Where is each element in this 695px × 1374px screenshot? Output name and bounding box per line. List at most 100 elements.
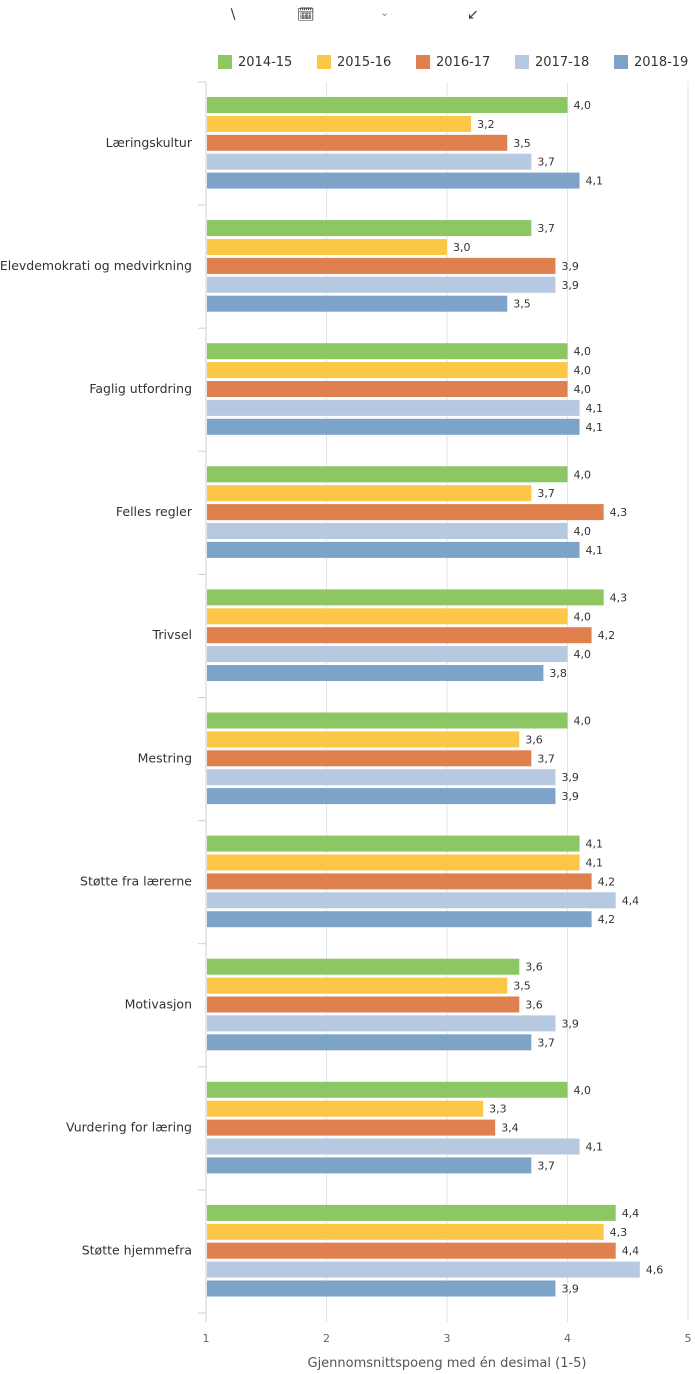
legend-item-2015-16[interactable]: 2015-16 [317, 50, 391, 74]
bar-2017-18-7 [207, 1015, 556, 1032]
value-label-2016-17-4: 4,2 [598, 629, 616, 642]
value-label-2016-17-9: 4,4 [622, 1245, 640, 1258]
value-label-2015-16-2: 4,0 [574, 364, 592, 377]
legend-label-2014-15: 2014-15 [238, 54, 293, 70]
category-label: Faglig utfordring [89, 381, 192, 396]
value-label-2017-18-9: 4,6 [646, 1264, 664, 1277]
value-label-2015-16-7: 3,5 [513, 980, 531, 993]
bar-2018-19-0 [207, 172, 580, 189]
value-label-2018-19-5: 3,9 [561, 790, 579, 803]
bar-2018-19-9 [207, 1280, 556, 1297]
bar-2016-17-8 [207, 1119, 496, 1136]
value-label-2017-18-5: 3,9 [561, 771, 579, 784]
value-label-2017-18-4: 4,0 [574, 648, 592, 661]
x-tick-label-5: 5 [685, 1332, 692, 1345]
bar-2015-16-9 [207, 1223, 604, 1240]
bar-2015-16-1 [207, 239, 447, 255]
bar-2016-17-7 [207, 996, 520, 1013]
bar-2014-15-0 [207, 97, 568, 113]
bar-2018-19-7 [207, 1034, 532, 1051]
x-axis-title: Gjennomsnittspoeng med én desimal (1-5) [308, 1356, 587, 1371]
legend-swatch-2018-19 [614, 55, 628, 69]
bar-2016-17-5 [207, 750, 532, 767]
chart-legend: 2014-15 2015-16 2016-17 2017-18 2018-19 [0, 50, 695, 74]
value-label-2018-19-3: 4,1 [586, 544, 604, 557]
category-label: Støtte fra lærerne [80, 873, 192, 888]
value-label-2017-18-8: 4,1 [586, 1141, 604, 1154]
legend-item-2017-18[interactable]: 2017-18 [515, 50, 589, 74]
bar-2015-16-7 [207, 977, 508, 994]
legend-swatch-2016-17 [416, 55, 430, 69]
value-label-2018-19-2: 4,1 [586, 421, 604, 434]
chevron-down-icon[interactable]: ⌄ [380, 6, 390, 19]
value-label-2018-19-6: 4,2 [598, 913, 616, 926]
bar-2017-18-0 [207, 153, 532, 170]
value-label-2014-15-1: 3,7 [537, 222, 555, 235]
value-label-2016-17-0: 3,5 [513, 137, 531, 150]
value-label-2015-16-0: 3,2 [477, 118, 495, 131]
bar-2018-19-2 [207, 418, 580, 435]
value-label-2018-19-8: 3,7 [537, 1159, 555, 1172]
legend-item-2018-19[interactable]: 2018-19 [614, 50, 688, 74]
bar-2018-19-8 [207, 1157, 532, 1174]
value-label-2014-15-8: 4,0 [574, 1084, 592, 1097]
legend-swatch-2015-16 [317, 55, 331, 69]
legend-swatch-2017-18 [515, 55, 529, 69]
category-label: Motivasjon [125, 997, 192, 1012]
value-label-2016-17-8: 3,4 [501, 1122, 519, 1135]
legend-label-2017-18: 2017-18 [535, 54, 590, 70]
value-label-2014-15-0: 4,0 [574, 99, 592, 112]
bar-2014-15-9 [207, 1204, 616, 1221]
bar-2015-16-0 [207, 115, 472, 132]
value-label-2014-15-3: 4,0 [574, 468, 592, 481]
bar-2018-19-4 [207, 665, 544, 681]
value-label-2014-15-6: 4,1 [586, 838, 604, 851]
bar-2014-15-6 [207, 835, 580, 852]
value-label-2015-16-6: 4,1 [586, 857, 604, 870]
value-label-2018-19-1: 3,5 [513, 298, 531, 311]
value-label-2016-17-5: 3,7 [537, 752, 555, 765]
value-label-2014-15-5: 4,0 [574, 715, 592, 728]
value-label-2015-16-3: 3,7 [537, 487, 555, 500]
legend-item-2014-15[interactable]: 2014-15 [218, 50, 292, 74]
bar-2017-18-5 [207, 769, 556, 786]
category-label: Trivsel [152, 627, 192, 642]
bar-2014-15-3 [207, 466, 568, 483]
category-label: Mestring [138, 750, 192, 765]
collapse-arrow-icon[interactable]: ↙ [467, 7, 479, 23]
bar-2017-18-6 [207, 892, 616, 909]
back-arrow-icon[interactable]: ∖ [228, 7, 237, 23]
category-label: Vurdering for læring [66, 1120, 192, 1135]
bar-2015-16-8 [207, 1100, 484, 1117]
value-label-2014-15-4: 4,3 [610, 591, 628, 604]
calendar-icon[interactable]: 🗓 [297, 7, 315, 23]
value-label-2016-17-3: 4,3 [610, 506, 628, 519]
value-label-2014-15-2: 4,0 [574, 345, 592, 358]
value-label-2014-15-7: 3,6 [525, 961, 543, 974]
value-label-2015-16-4: 4,0 [574, 610, 592, 623]
bar-2014-15-4 [207, 589, 604, 606]
x-tick-label-1: 1 [203, 1332, 210, 1345]
bar-2015-16-5 [207, 731, 520, 748]
category-label: Støtte hjemmefra [82, 1243, 192, 1258]
bar-2017-18-3 [207, 523, 568, 539]
bar-2017-18-1 [207, 276, 556, 293]
bar-2015-16-2 [207, 362, 568, 379]
bar-2018-19-1 [207, 295, 508, 312]
bar-2017-18-4 [207, 646, 568, 663]
value-label-2018-19-0: 4,1 [586, 175, 604, 188]
toolbar: ∖ 🗓 ⌄ ↙ [0, 0, 695, 30]
bar-2016-17-4 [207, 627, 592, 644]
bar-2017-18-2 [207, 399, 580, 416]
x-tick-label-4: 4 [564, 1332, 571, 1345]
bar-2018-19-5 [207, 788, 556, 805]
bar-2016-17-6 [207, 873, 592, 890]
value-label-2014-15-9: 4,4 [622, 1207, 640, 1220]
value-label-2016-17-6: 4,2 [598, 875, 616, 888]
bar-2014-15-7 [207, 958, 520, 975]
bar-2015-16-3 [207, 485, 532, 502]
legend-item-2016-17[interactable]: 2016-17 [416, 50, 490, 74]
legend-label-2018-19: 2018-19 [634, 54, 689, 70]
bar-2016-17-9 [207, 1242, 616, 1259]
